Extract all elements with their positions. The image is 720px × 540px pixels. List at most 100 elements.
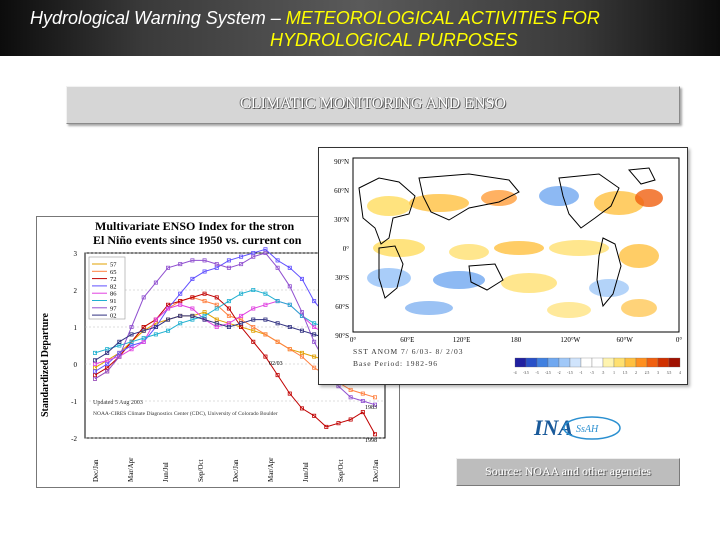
- enso-y-tick-label: 1: [74, 324, 78, 332]
- scale-label: 4: [679, 371, 681, 375]
- enso-point-86: [263, 302, 268, 307]
- enso-point-97: [251, 254, 256, 259]
- enso-x-tick-label: Dec/Jan: [372, 459, 380, 482]
- enso-point-72: [360, 410, 365, 415]
- enso-x-tick-label: Dec/Jan: [92, 459, 100, 482]
- map-lat-label: 90°S: [335, 332, 349, 340]
- enso-point-86: [129, 347, 134, 352]
- enso-point-72: [202, 291, 207, 296]
- enso-y-tick-label: -2: [71, 435, 77, 443]
- enso-point-82: [178, 291, 183, 296]
- enso-point-97: [226, 265, 231, 270]
- scale-swatch: [558, 357, 571, 368]
- ina-logo-graphic: INA SsAH: [533, 415, 621, 440]
- enso-x-tick-label: Jun/Jul: [302, 462, 310, 482]
- scale-label: 3.5: [667, 371, 672, 375]
- enso-y-axis-label: Standardized Departure: [40, 312, 51, 417]
- enso-point-86: [239, 313, 244, 318]
- enso-point-65: [226, 313, 231, 318]
- scale-label: -.5: [590, 371, 594, 375]
- enso-point-97: [239, 262, 244, 267]
- end-label-0203: 02/03: [269, 361, 283, 367]
- enso-point-97: [166, 265, 171, 270]
- enso-title-line-1: Multivariate ENSO Index for the stron: [95, 219, 295, 233]
- source-note: Source: NOAA and other agencies: [456, 458, 680, 486]
- enso-point-86: [166, 306, 171, 311]
- enso-point-82: [239, 254, 244, 259]
- enso-point-86: [178, 302, 183, 307]
- enso-point-02: [299, 328, 304, 333]
- enso-title-line-2: El Niño events since 1950 vs. current co…: [93, 233, 302, 247]
- scale-label: -4: [514, 371, 517, 375]
- enso-legend-label: 65: [110, 269, 117, 276]
- enso-point-72: [324, 424, 329, 429]
- enso-legend-label: 57: [110, 262, 117, 269]
- enso-point-82: [93, 369, 98, 374]
- map-lat-label: 0°: [343, 245, 350, 253]
- enso-point-86: [190, 306, 195, 311]
- enso-point-57: [93, 365, 98, 370]
- logo-text: INA: [533, 415, 573, 440]
- enso-point-72: [251, 339, 256, 344]
- enso-point-65: [251, 325, 256, 330]
- anomaly-patches: [367, 186, 663, 318]
- enso-point-65: [263, 332, 268, 337]
- enso-point-02: [239, 321, 244, 326]
- enso-y-ticks: 3 2 1 0 -1 -2: [71, 250, 77, 443]
- source-text: Source: NOAA and other agencies: [485, 464, 651, 478]
- enso-series-02: [93, 313, 329, 363]
- enso-point-72: [190, 295, 195, 300]
- enso-point-91: [153, 332, 158, 337]
- map-lat-label: 90°N: [334, 158, 349, 166]
- enso-legend-label: 91: [110, 298, 117, 305]
- enso-point-86: [153, 317, 158, 322]
- scale-label: .5: [602, 371, 605, 375]
- enso-point-86: [141, 339, 146, 344]
- enso-point-02: [202, 317, 207, 322]
- scale-label: -1: [580, 371, 583, 375]
- enso-point-97: [178, 262, 183, 267]
- scale-swatch: [514, 357, 527, 368]
- enso-point-97: [93, 376, 98, 381]
- enso-point-72: [93, 373, 98, 378]
- enso-point-82: [251, 251, 256, 256]
- enso-point-97: [299, 310, 304, 315]
- enso-x-tick-label: Sep/Oct: [337, 459, 345, 482]
- enso-point-65: [360, 391, 365, 396]
- enso-point-82: [214, 265, 219, 270]
- enso-point-02: [93, 358, 98, 363]
- scale-swatch: [536, 357, 549, 368]
- enso-point-02: [251, 317, 256, 322]
- enso-point-82: [226, 258, 231, 263]
- enso-y-tick-label: 0: [74, 361, 78, 369]
- enso-point-91: [166, 328, 171, 333]
- scale-swatch: [624, 357, 637, 368]
- enso-point-72: [312, 413, 317, 418]
- enso-point-57: [202, 310, 207, 315]
- enso-point-86: [251, 306, 256, 311]
- map-lat-label: 60°N: [334, 187, 349, 195]
- scale-label: 3: [657, 371, 659, 375]
- enso-point-82: [312, 299, 317, 304]
- enso-point-91: [287, 302, 292, 307]
- enso-point-02: [105, 350, 110, 355]
- end-label-1983: 1983: [365, 405, 377, 411]
- scale-swatch: [635, 357, 648, 368]
- enso-point-72: [178, 299, 183, 304]
- enso-point-57: [214, 317, 219, 322]
- enso-point-91: [263, 291, 268, 296]
- enso-point-02: [312, 332, 317, 337]
- enso-x-tick-label: Sep/Oct: [197, 459, 205, 482]
- map-lat-label: 30°N: [334, 216, 349, 224]
- enso-point-65: [348, 387, 353, 392]
- enso-point-82: [202, 269, 207, 274]
- scale-swatch: [525, 357, 538, 368]
- enso-point-02: [117, 339, 122, 344]
- enso-point-82: [190, 276, 195, 281]
- enso-line-72: [94, 293, 376, 435]
- scale-swatch: [547, 357, 560, 368]
- enso-point-97: [275, 265, 280, 270]
- logo-wave-icon: [563, 416, 621, 440]
- enso-point-86: [105, 358, 110, 363]
- map-caption-date: SST ANOM 7/ 6/03- 8/ 2/03: [353, 347, 464, 356]
